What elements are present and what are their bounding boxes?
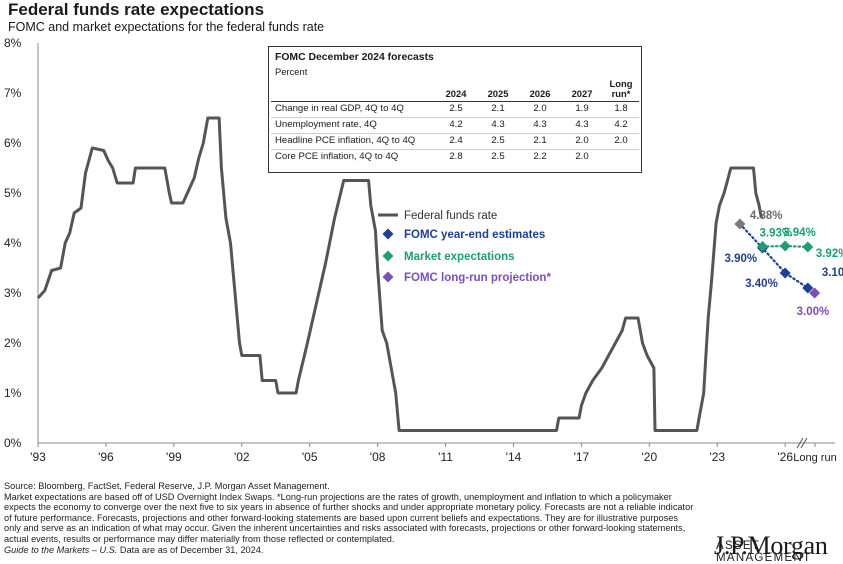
y-tick-label: 3% bbox=[4, 286, 22, 300]
x-tick-label: '08 bbox=[370, 450, 386, 464]
forecast-table-box: FOMC December 2024 forecasts Percent 202… bbox=[268, 46, 642, 173]
source-line: Source: Bloomberg, FactSet, Federal Rese… bbox=[4, 481, 330, 491]
fomc-dotted-path bbox=[738, 222, 809, 290]
x-tick-label: '93 bbox=[30, 450, 46, 464]
table-row: Core PCE inflation, 4Q to 4Q 2.8 2.5 2.2… bbox=[271, 150, 639, 166]
x-tick-label: '96 bbox=[98, 450, 114, 464]
x-tick-label: '26 bbox=[777, 450, 793, 464]
forecast-table: 2024 2025 2026 2027 Long run* Change in … bbox=[271, 79, 639, 165]
market-expectation-point bbox=[779, 240, 791, 252]
axis-break-mark bbox=[796, 437, 804, 449]
cell: 2.5 bbox=[491, 151, 505, 162]
col-header: Long run* bbox=[603, 79, 639, 102]
x-tick-label: '05 bbox=[302, 450, 318, 464]
jpmorgan-logo: J.P.Morgan bbox=[714, 531, 828, 560]
fomc-estimate-label: 3.10% bbox=[822, 267, 843, 279]
cell: 2.0 bbox=[603, 133, 639, 150]
cell: 4.2 bbox=[435, 117, 477, 134]
legend-diamond-swatch bbox=[382, 228, 394, 240]
x-tick-label: '14 bbox=[506, 450, 522, 464]
source-notes: Source: Bloomberg, FactSet, Federal Rese… bbox=[4, 481, 696, 555]
table-row: Change in real GDP, 4Q to 4Q 2.5 2.1 2.0… bbox=[271, 101, 639, 118]
data-date: Data are as of December 31, 2024. bbox=[117, 544, 264, 555]
cell: 4.3 bbox=[477, 117, 519, 134]
legend-diamond-swatch bbox=[382, 250, 394, 262]
col-header: 2024 bbox=[435, 79, 477, 102]
col-header: 2027 bbox=[561, 79, 603, 102]
x-tick-label: '23 bbox=[709, 450, 725, 464]
row-label: Core PCE inflation, 4Q to 4Q bbox=[275, 151, 399, 162]
cell bbox=[603, 150, 639, 166]
market-expectation-label: 3.94% bbox=[783, 227, 816, 239]
cell: 2.5 bbox=[477, 133, 519, 150]
cell: 2.5 bbox=[435, 101, 477, 118]
cell: 4.2 bbox=[603, 117, 639, 134]
col-header: 2025 bbox=[477, 79, 519, 102]
cell: 4.3 bbox=[519, 117, 561, 134]
legend-label: FOMC long-run projection* bbox=[404, 272, 551, 284]
y-tick-label: 0% bbox=[4, 436, 22, 450]
row-label: Change in real GDP, 4Q to 4Q bbox=[271, 101, 435, 118]
cell: 2.4 bbox=[435, 133, 477, 150]
forecast-table-title: FOMC December 2024 forecasts bbox=[275, 52, 434, 63]
table-row: Unemployment rate, 4Q 4.2 4.3 4.3 4.3 4.… bbox=[271, 117, 639, 134]
y-tick-label: 4% bbox=[4, 236, 22, 250]
x-tick-label: '17 bbox=[574, 450, 590, 464]
guide-title: Guide to the Markets – U.S. bbox=[4, 544, 118, 555]
fomc-estimate-point bbox=[734, 218, 746, 230]
x-tick-label: Long run bbox=[793, 452, 836, 464]
axis-break-mark bbox=[800, 437, 808, 449]
market-expectation-label: 3.92% bbox=[816, 248, 843, 260]
forecast-table-header: 2024 2025 2026 2027 Long run* bbox=[271, 79, 639, 102]
x-tick-label: '99 bbox=[166, 450, 182, 464]
row-label: Unemployment rate, 4Q bbox=[271, 117, 435, 134]
fomc-estimate-point bbox=[802, 282, 814, 294]
chart-subtitle: FOMC and market expectations for the fed… bbox=[8, 20, 325, 34]
cell: 2.0 bbox=[561, 133, 603, 150]
col-header-long-run: Long run* bbox=[609, 78, 633, 99]
fomc-estimate-label: 4.38% bbox=[750, 210, 783, 222]
long-run-projection-label: 3.00% bbox=[797, 306, 830, 318]
cell: 4.3 bbox=[561, 117, 603, 134]
asset-management-label: ASSET MANAGEMENT bbox=[716, 540, 812, 564]
cell: 2.0 bbox=[575, 151, 589, 162]
cell: 1.9 bbox=[561, 101, 603, 118]
row-label: Headline PCE inflation, 4Q to 4Q bbox=[271, 133, 435, 150]
y-tick-label: 6% bbox=[4, 136, 22, 150]
y-tick-label: 8% bbox=[4, 36, 22, 50]
cell: 2.1 bbox=[519, 133, 561, 150]
cell: 2.1 bbox=[477, 101, 519, 118]
legend-label: Market expectations bbox=[404, 251, 515, 263]
data-date-line: Guide to the Markets – U.S. Data are as … bbox=[4, 545, 696, 556]
long-run-projection-point bbox=[809, 287, 821, 299]
cell: 2.8 bbox=[449, 151, 463, 162]
market-expectation-label: 3.93% bbox=[760, 228, 793, 240]
table-row: Headline PCE inflation, 4Q to 4Q 2.4 2.5… bbox=[271, 133, 639, 150]
col-header: 2026 bbox=[519, 79, 561, 102]
disclaimer-text: Market expectations are based off of USD… bbox=[4, 491, 694, 544]
y-tick-label: 1% bbox=[4, 386, 22, 400]
y-tick-label: 7% bbox=[4, 86, 22, 100]
x-tick-label: '20 bbox=[642, 450, 658, 464]
chart-title: Federal funds rate expectations bbox=[8, 0, 265, 19]
fomc-estimate-label: 3.40% bbox=[745, 278, 778, 290]
market-expectation-point bbox=[802, 241, 814, 253]
cell: 1.8 bbox=[603, 101, 639, 118]
market-expectation-point bbox=[757, 241, 769, 252]
legend-label: FOMC year-end estimates bbox=[404, 229, 545, 241]
cell: 2.2 bbox=[533, 151, 547, 162]
chart-canvas: 0% 1% 2% 3% 4% 5% 6% 7% 8% '93 '96 '99 '02 '05 '08 '11 '… bbox=[4, 36, 843, 464]
x-tick-label: '02 bbox=[234, 450, 250, 464]
y-tick-label: 5% bbox=[4, 186, 22, 200]
fomc-estimate-label: 3.90% bbox=[725, 253, 758, 265]
y-tick-label: 2% bbox=[4, 336, 22, 350]
x-tick-label: '11 bbox=[438, 450, 453, 464]
legend-diamond-swatch bbox=[382, 271, 394, 283]
fomc-estimate-point bbox=[779, 267, 791, 279]
forecast-table-unit: Percent bbox=[275, 66, 308, 77]
fed-funds-rate-line bbox=[36, 116, 763, 432]
forecast-table-corner bbox=[271, 79, 435, 102]
legend-label: Federal funds rate bbox=[404, 210, 497, 222]
cell: 2.0 bbox=[519, 101, 561, 118]
